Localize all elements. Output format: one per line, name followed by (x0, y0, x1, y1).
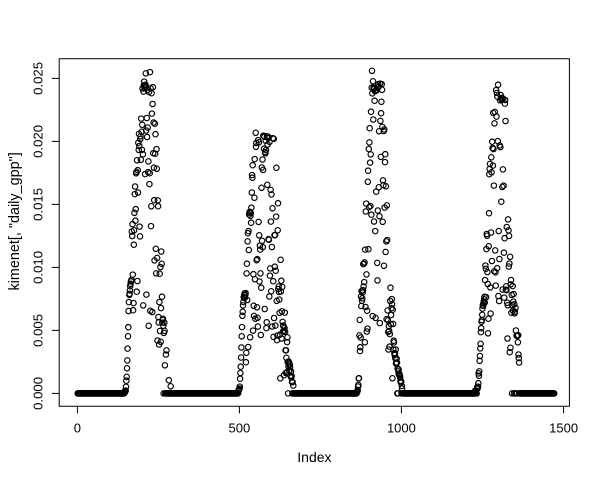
svg-text:0.005: 0.005 (31, 314, 46, 347)
svg-text:Index: Index (297, 449, 331, 465)
svg-text:kimenet[, "daily_gpp"]: kimenet[, "daily_gpp"] (7, 152, 23, 290)
svg-text:0.010: 0.010 (31, 251, 46, 284)
svg-text:0.000: 0.000 (31, 377, 46, 410)
svg-text:0.015: 0.015 (31, 188, 46, 221)
svg-text:0.025: 0.025 (31, 62, 46, 95)
svg-text:1000: 1000 (387, 421, 416, 436)
svg-text:0: 0 (74, 421, 81, 436)
svg-text:1500: 1500 (549, 421, 578, 436)
svg-text:0.020: 0.020 (31, 125, 46, 158)
svg-text:500: 500 (229, 421, 251, 436)
